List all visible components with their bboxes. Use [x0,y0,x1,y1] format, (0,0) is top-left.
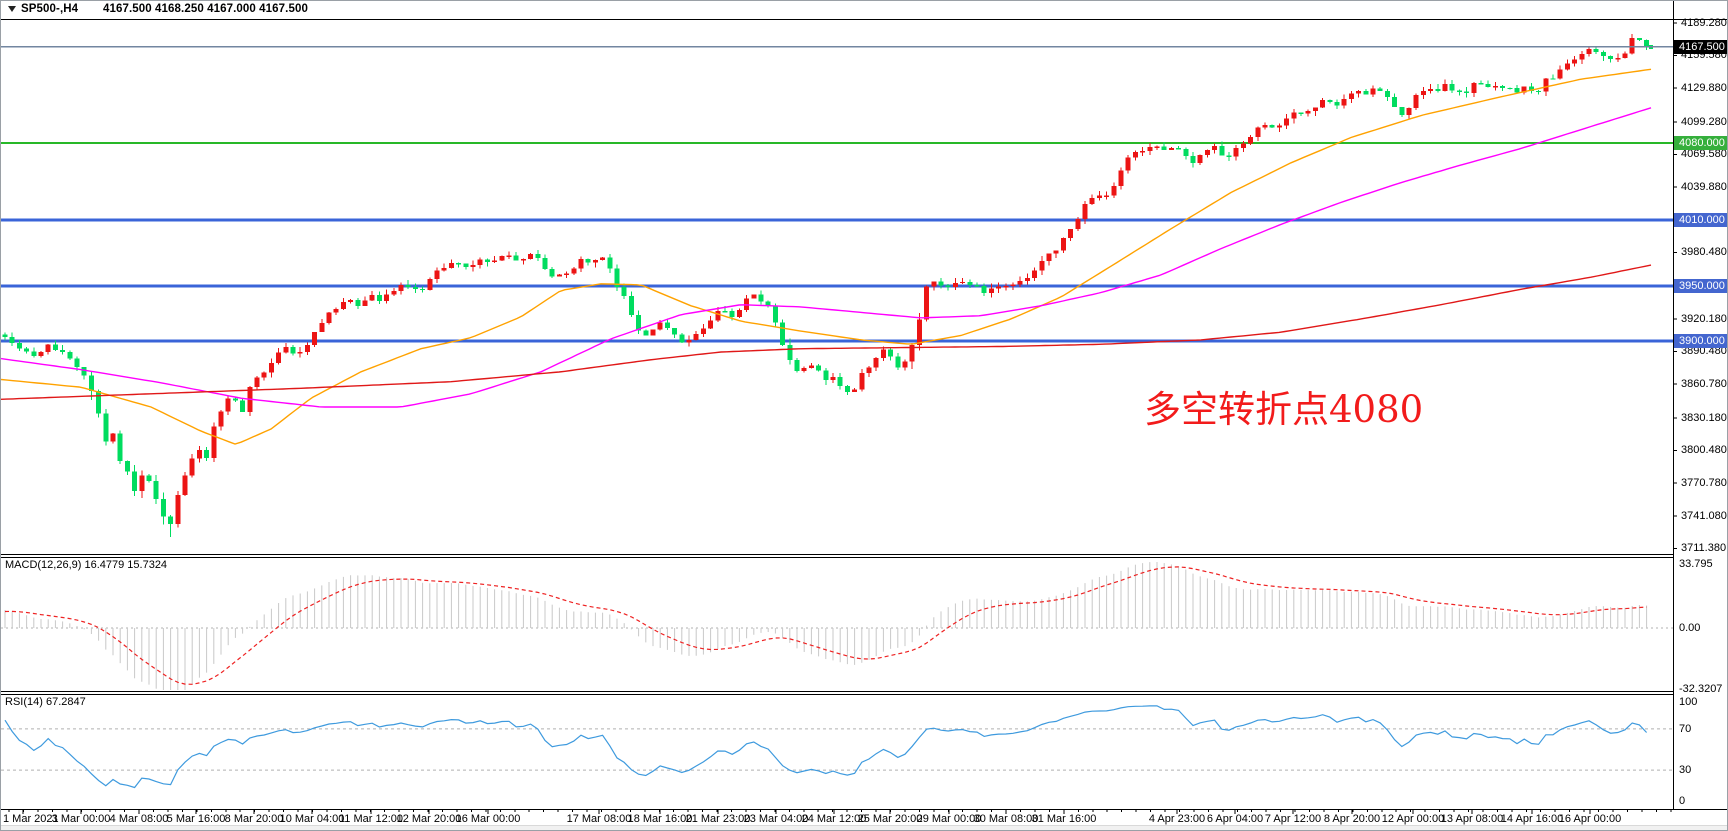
time-tick-label: 12 Mar 20:00 [396,813,462,825]
time-tick-label: 7 Apr 12:00 [1264,813,1322,825]
time-tick-label: 8 Apr 20:00 [1323,813,1381,825]
time-tick-label: 3 Mar 00:00 [51,813,111,825]
price-tick-label: 4129.880 [1681,82,1727,95]
rsi-scale-label: 70 [1679,722,1692,735]
price-tick-label: 4189.280 [1681,16,1727,29]
rsi-panel-layer [1,705,1673,789]
macd-scale-label: 33.795 [1679,557,1713,570]
price-tick-label: 4099.280 [1681,115,1727,128]
time-tick-label: 12 Apr 00:00 [1381,813,1445,825]
time-tick-label: 8 Mar 20:00 [224,813,284,825]
rsi-scale-label: 100 [1679,696,1698,708]
macd-scale-label: -32.3207 [1679,683,1723,696]
quote-ohlc-line: 4167.500 4168.250 4167.000 4167.500 [103,3,308,15]
macd-panel-layer [1,561,1673,690]
time-tick-label: 29 Mar 00:00 [916,813,982,825]
time-tick-label: 23 Mar 04:00 [743,813,809,825]
time-tick-label: 21 Mar 23:00 [685,813,751,825]
time-tick-label: 18 Mar 16:00 [627,813,693,825]
hline-price-label-4080[interactable]: 4080.000 [1674,136,1727,150]
ma-mid-magenta [1,107,1652,408]
annotation-text[interactable]: 多空转折点4080 [1144,388,1424,431]
ma-fast-orange [1,68,1652,445]
time-tick-label: 16 Mar 00:00 [455,813,521,825]
current-price-label: 4167.500 [1674,39,1727,54]
time-tick-label: 6 Apr 04:00 [1206,813,1264,825]
time-tick-label: 14 Apr 16:00 [1500,813,1564,825]
moving-averages-layer [1,68,1652,445]
price-tick-label: 4039.880 [1681,181,1727,194]
hline-price-label-4010[interactable]: 4010.000 [1674,213,1727,227]
rsi-scale-label: 0 [1679,795,1686,807]
time-tick-label: 30 Mar 08:00 [973,813,1039,825]
time-tick-label: 16 Apr 00:00 [1558,813,1622,825]
chart-title-bar: SP500-,H4 4167.500 4168.250 4167.000 416… [1,1,1673,19]
time-tick-label: 13 Apr 08:00 [1440,813,1504,825]
symbol-dropdown-icon[interactable] [8,6,16,12]
rsi-scale-label: 30 [1679,764,1692,777]
hline-price-label-3950[interactable]: 3950.000 [1674,279,1727,293]
symbol-title: SP500-,H4 [21,3,79,15]
time-tick-label: 1 Mar 2021 [3,813,59,825]
price-tick-label: 3711.380 [1681,542,1727,555]
ma-slow-red [1,264,1652,400]
horizontal-lines-layer[interactable] [1,141,1673,343]
time-tick-label: 31 Mar 16:00 [1031,813,1097,825]
price-tick-label: 4069.580 [1681,148,1727,161]
price-tick-label: 3980.480 [1681,246,1727,259]
time-tick-label: 24 Mar 12:00 [801,813,867,825]
price-tick-label: 3920.180 [1681,312,1727,325]
price-tick-label: 3830.180 [1681,411,1727,424]
time-tick-label: 5 Mar 16:00 [166,813,226,825]
time-tick-label: 17 Mar 08:00 [566,813,632,825]
price-tick-label: 3860.780 [1681,378,1727,391]
window-bottom-strip [1,825,1727,830]
rsi-label: RSI(14) 67.2847 [5,696,86,708]
macd-scale-label: 0.00 [1679,622,1701,634]
time-tick-label: 10 Mar 04:00 [279,813,345,825]
time-tick-label: 11 Mar 12:00 [338,813,404,825]
time-tick-label: 4 Apr 23:00 [1148,813,1206,825]
price-tick-label: 3770.780 [1681,477,1727,490]
panel-borders-layer [1,1,1727,814]
time-tick-label: 25 Mar 20:00 [857,813,923,825]
price-tick-label: 3800.480 [1681,444,1727,457]
price-tick-label: 3890.480 [1681,345,1727,358]
price-tick-label: 3741.080 [1681,509,1727,522]
hline-price-label-3900[interactable]: 3900.000 [1674,334,1727,348]
macd-label: MACD(12,26,9) 16.4779 15.7324 [5,559,168,571]
time-tick-label: 4 Mar 08:00 [109,813,169,825]
